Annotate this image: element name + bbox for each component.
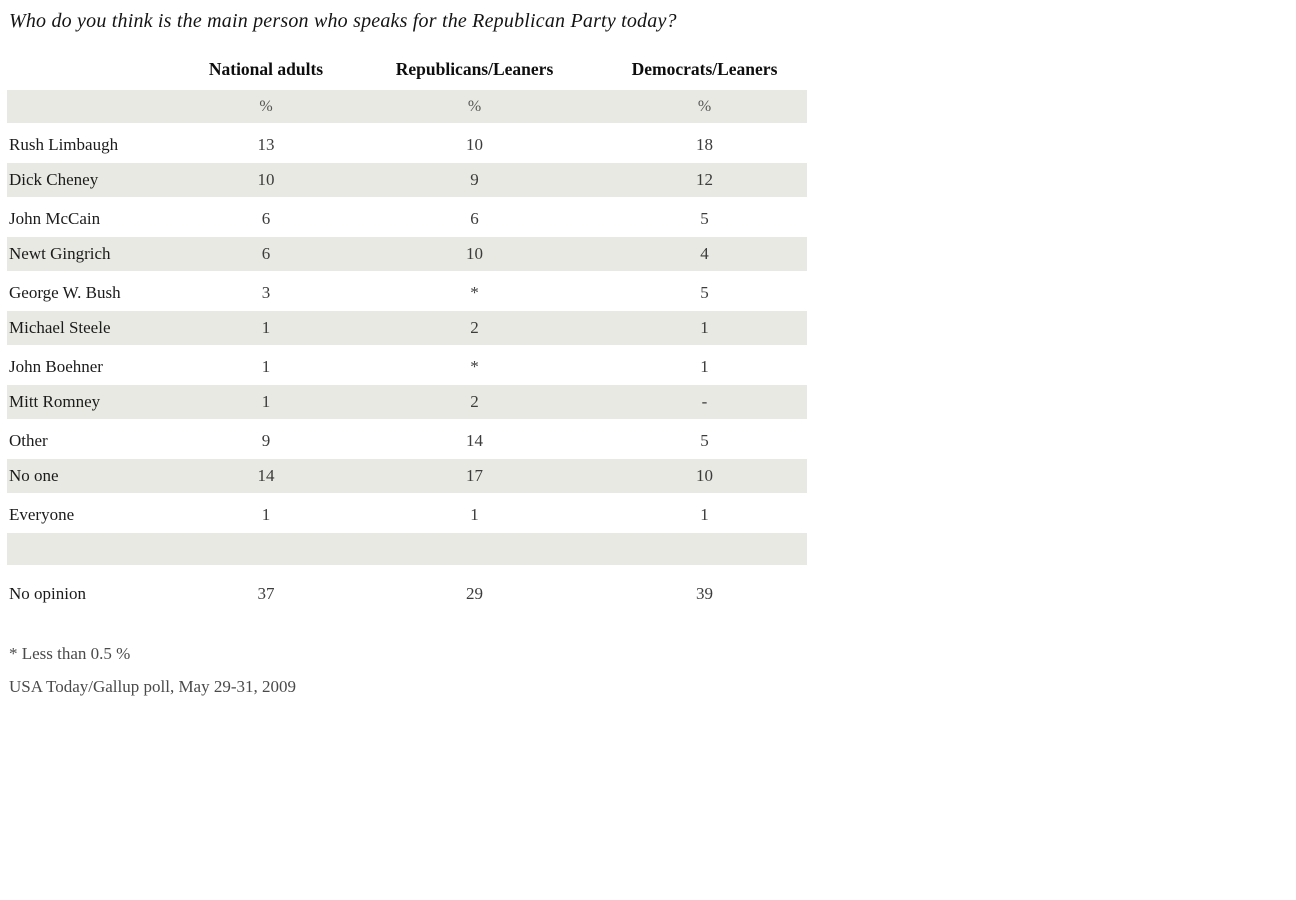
poll-question-title: Who do you think is the main person who … xyxy=(9,10,677,32)
row-label: Michael Steele xyxy=(7,311,185,348)
row-label: Rush Limbaugh xyxy=(9,134,119,154)
row-value: 6 xyxy=(470,208,479,228)
header-empty-cell xyxy=(7,59,185,90)
table-row: John McCain 6 6 5 xyxy=(7,200,807,237)
row-value: 1 xyxy=(185,385,347,422)
row-value: 3 xyxy=(261,282,271,302)
row-value: 1 xyxy=(602,311,807,348)
row-value: 13 xyxy=(257,134,275,154)
row-value: 1 xyxy=(261,356,271,376)
row-value: 5 xyxy=(700,282,709,302)
row-value: 5 xyxy=(700,430,709,450)
column-header-republicans-leaners: Republicans/Leaners xyxy=(395,59,554,79)
footnote-source: USA Today/Gallup poll, May 29-31, 2009 xyxy=(9,677,297,696)
row-label: George W. Bush xyxy=(9,282,121,302)
row-value: 2 xyxy=(347,311,602,348)
row-value: 14 xyxy=(185,459,347,496)
row-value: 14 xyxy=(466,430,483,450)
footnotes: * Less than 0.5 % USA Today/Gallup poll,… xyxy=(7,637,1296,703)
row-value: 39 xyxy=(696,584,713,603)
spacer-row xyxy=(7,533,807,568)
row-label: Everyone xyxy=(9,504,75,524)
poll-results-page: Who do you think is the main person who … xyxy=(7,10,1296,703)
units-cell: % xyxy=(185,90,347,126)
table-row: Michael Steele 1 2 1 xyxy=(7,311,807,348)
column-header-democrats-leaners: Democrats/Leaners xyxy=(631,59,778,79)
row-label: Other xyxy=(9,430,48,450)
row-value: * xyxy=(470,356,479,376)
table-row: Other 9 14 5 xyxy=(7,422,807,459)
row-value: 10 xyxy=(185,163,347,200)
row-value: 10 xyxy=(347,237,602,274)
row-value: 9 xyxy=(261,430,271,450)
row-value: 18 xyxy=(696,134,713,154)
units-row: % % % xyxy=(7,90,807,126)
table-row: No one 14 17 10 xyxy=(7,459,807,496)
table-row: Rush Limbaugh 13 10 18 xyxy=(7,126,807,163)
row-label: Newt Gingrich xyxy=(7,237,185,274)
table-row: Mitt Romney 1 2 - xyxy=(7,385,807,422)
table-row: No opinion 37 29 39 xyxy=(7,568,807,612)
row-value: 6 xyxy=(185,237,347,274)
row-label: John Boehner xyxy=(9,356,103,376)
row-label: No opinion xyxy=(9,584,86,603)
row-value: 1 xyxy=(470,504,479,524)
row-value: 6 xyxy=(261,208,271,228)
header-row: National adults Republicans/Leaners Demo… xyxy=(7,59,807,90)
row-value: - xyxy=(602,385,807,422)
table-row: Newt Gingrich 6 10 4 xyxy=(7,237,807,274)
row-value: 10 xyxy=(466,134,483,154)
units-cell: % xyxy=(347,90,602,126)
row-value: 10 xyxy=(602,459,807,496)
row-value: 17 xyxy=(347,459,602,496)
table-row: Everyone 1 1 1 xyxy=(7,496,807,533)
row-value: 29 xyxy=(466,584,483,603)
row-value: 5 xyxy=(700,208,709,228)
row-value: * xyxy=(470,282,479,302)
footnote-less-than: * Less than 0.5 % xyxy=(9,644,131,663)
row-label: John McCain xyxy=(9,208,101,228)
row-value: 12 xyxy=(602,163,807,200)
row-label: Dick Cheney xyxy=(7,163,185,200)
poll-results-table: National adults Republicans/Leaners Demo… xyxy=(7,59,807,612)
table-row: John Boehner 1 * 1 xyxy=(7,348,807,385)
row-value: 1 xyxy=(185,311,347,348)
row-label: No one xyxy=(7,459,185,496)
row-value: 2 xyxy=(347,385,602,422)
row-value: 1 xyxy=(700,356,709,376)
units-cell: % xyxy=(602,90,807,126)
table-row: George W. Bush 3 * 5 xyxy=(7,274,807,311)
units-row-label xyxy=(7,90,185,126)
row-value: 1 xyxy=(700,504,709,524)
row-value: 4 xyxy=(602,237,807,274)
table-row: Dick Cheney 10 9 12 xyxy=(7,163,807,200)
row-label: Mitt Romney xyxy=(7,385,185,422)
row-value: 1 xyxy=(261,504,271,524)
column-header-national-adults: National adults xyxy=(208,59,324,79)
row-value: 9 xyxy=(347,163,602,200)
row-value: 37 xyxy=(257,584,275,603)
